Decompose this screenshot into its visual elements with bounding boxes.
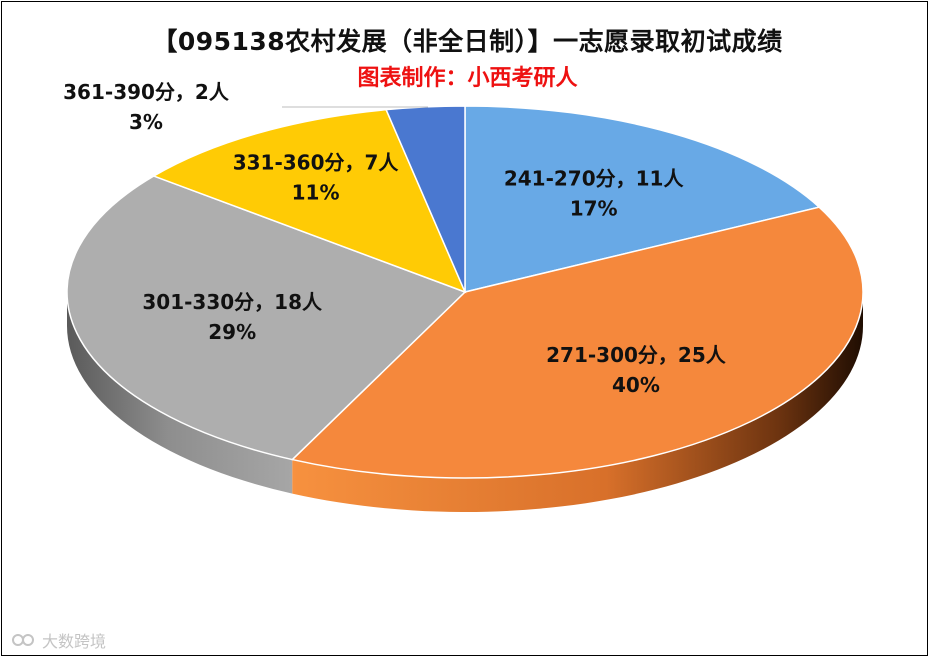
chart-title: 【095138农村发展（非全日制）】一志愿录取初试成绩 <box>152 27 783 56</box>
slice-label-301-330: 301-330分，18人 <box>142 290 323 314</box>
watermark-text: 大数跨境 <box>42 632 107 651</box>
slice-label-241-270: 241-270分，11人 <box>504 167 685 191</box>
pie-side-271-300 <box>292 292 863 512</box>
pie-slice-241-270 <box>464 105 821 293</box>
slice-percent-361-390: 3% <box>129 110 163 134</box>
chart-subtitle: 图表制作：小西考研人 <box>357 66 578 91</box>
pie-slice-271-300 <box>290 206 864 479</box>
slice-label-361-390: 361-390分，2人 <box>63 80 230 104</box>
slice-label-331-360: 331-360分，7人 <box>233 151 400 175</box>
watermark-logo-icon <box>12 634 34 646</box>
slice-percent-331-360: 11% <box>292 181 340 205</box>
slice-percent-271-300: 40% <box>612 373 660 397</box>
slice-label-271-300: 271-300分，25人 <box>546 343 727 367</box>
pie-sides <box>67 292 863 512</box>
slice-percent-241-270: 17% <box>570 197 618 221</box>
watermark: 大数跨境 <box>12 628 106 652</box>
pie-slice-301-330 <box>66 175 467 461</box>
pie-side-301-330 <box>67 292 293 494</box>
pie-slices <box>66 105 864 479</box>
pie-slice-331-360 <box>152 108 467 294</box>
slice-percent-301-330: 29% <box>208 320 256 344</box>
slice-labels: 241-270分，11人 17% 271-300分，25人 40% 301-330分，1… <box>63 80 727 397</box>
